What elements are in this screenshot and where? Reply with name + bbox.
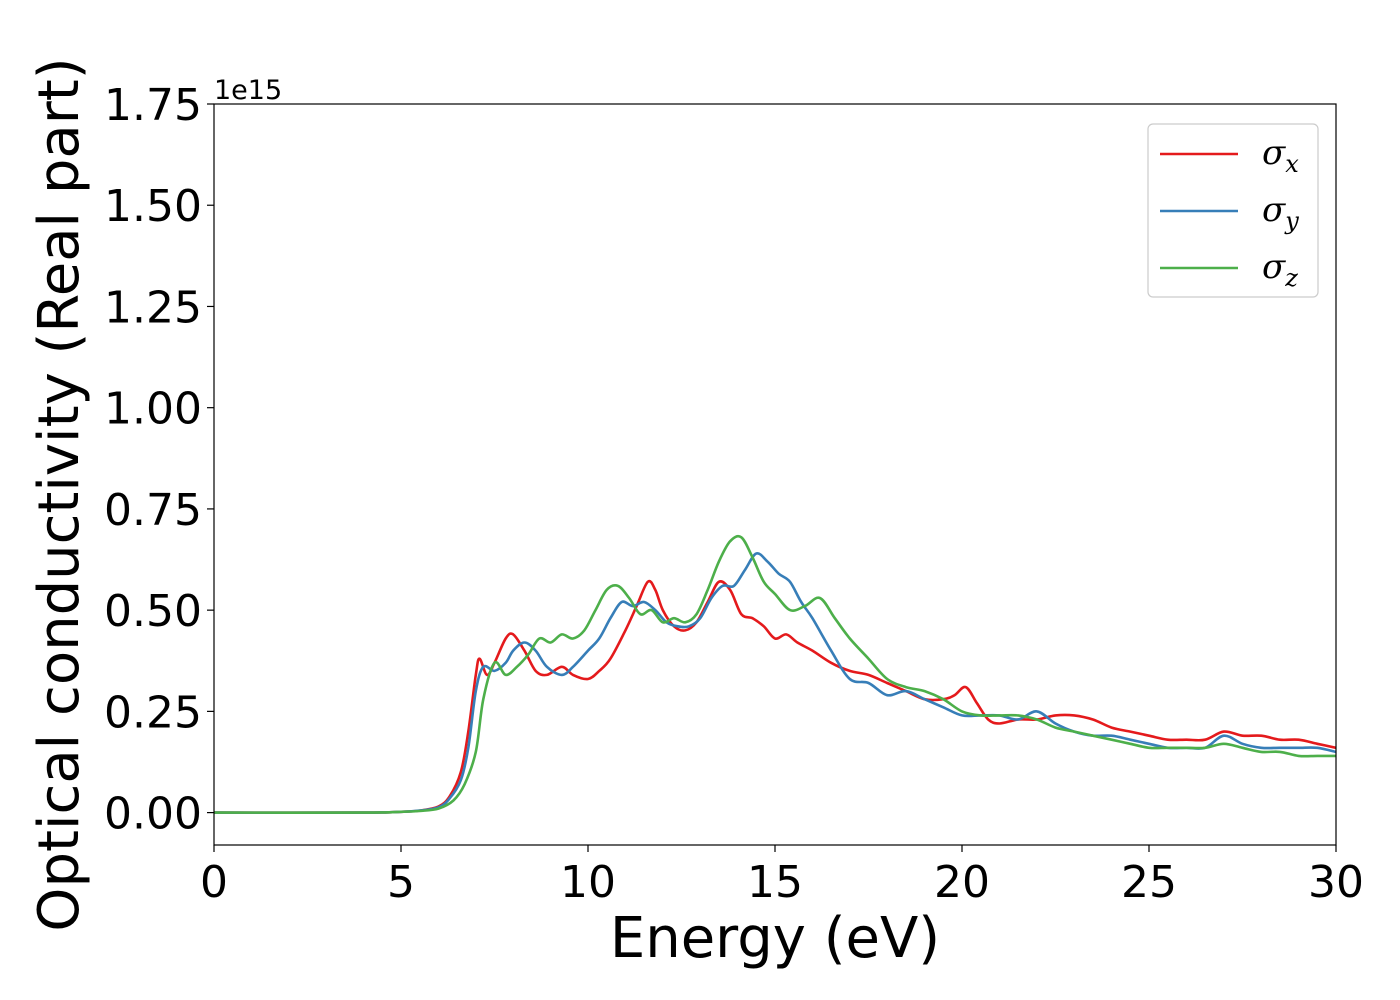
- legend-label-z: σz: [1262, 247, 1298, 292]
- y-tick-label: 0.75: [104, 485, 202, 536]
- x-tick-label: 5: [387, 857, 415, 908]
- x-tick-label: 25: [1121, 857, 1177, 908]
- series-line-x: [214, 579, 1336, 814]
- y-tick-label: 1.50: [104, 181, 202, 232]
- legend: σx σy σz: [1147, 123, 1319, 298]
- y-tick-label: 0.00: [104, 789, 202, 840]
- x-tick-label: 30: [1308, 857, 1364, 908]
- y-axis-title: Optical conductivity (Real part): [27, 57, 92, 931]
- y-axis: 0.00 0.25 0.50 0.75 1.00 1.25 1.50 1.75: [104, 80, 214, 840]
- x-axis: 0 5 10 15 20 25 30: [200, 845, 1364, 908]
- y-tick-label: 1.25: [104, 282, 202, 333]
- x-axis-title: Energy (eV): [610, 906, 940, 971]
- y-tick-label: 1.00: [104, 384, 202, 435]
- x-tick-label: 10: [560, 857, 616, 908]
- y-offset-label: 1e15: [214, 75, 282, 106]
- x-tick-label: 20: [934, 857, 990, 908]
- series-layer: [214, 534, 1336, 814]
- y-tick-label: 0.50: [104, 586, 202, 637]
- y-tick-label: 1.75: [104, 80, 202, 131]
- x-tick-label: 0: [200, 857, 228, 908]
- y-tick-label: 0.25: [104, 687, 202, 738]
- x-tick-label: 15: [747, 857, 803, 908]
- legend-label-x: σx: [1262, 133, 1299, 178]
- series-line-z: [214, 534, 1336, 814]
- legend-label-y: σy: [1262, 190, 1299, 235]
- series-line-y: [214, 552, 1336, 814]
